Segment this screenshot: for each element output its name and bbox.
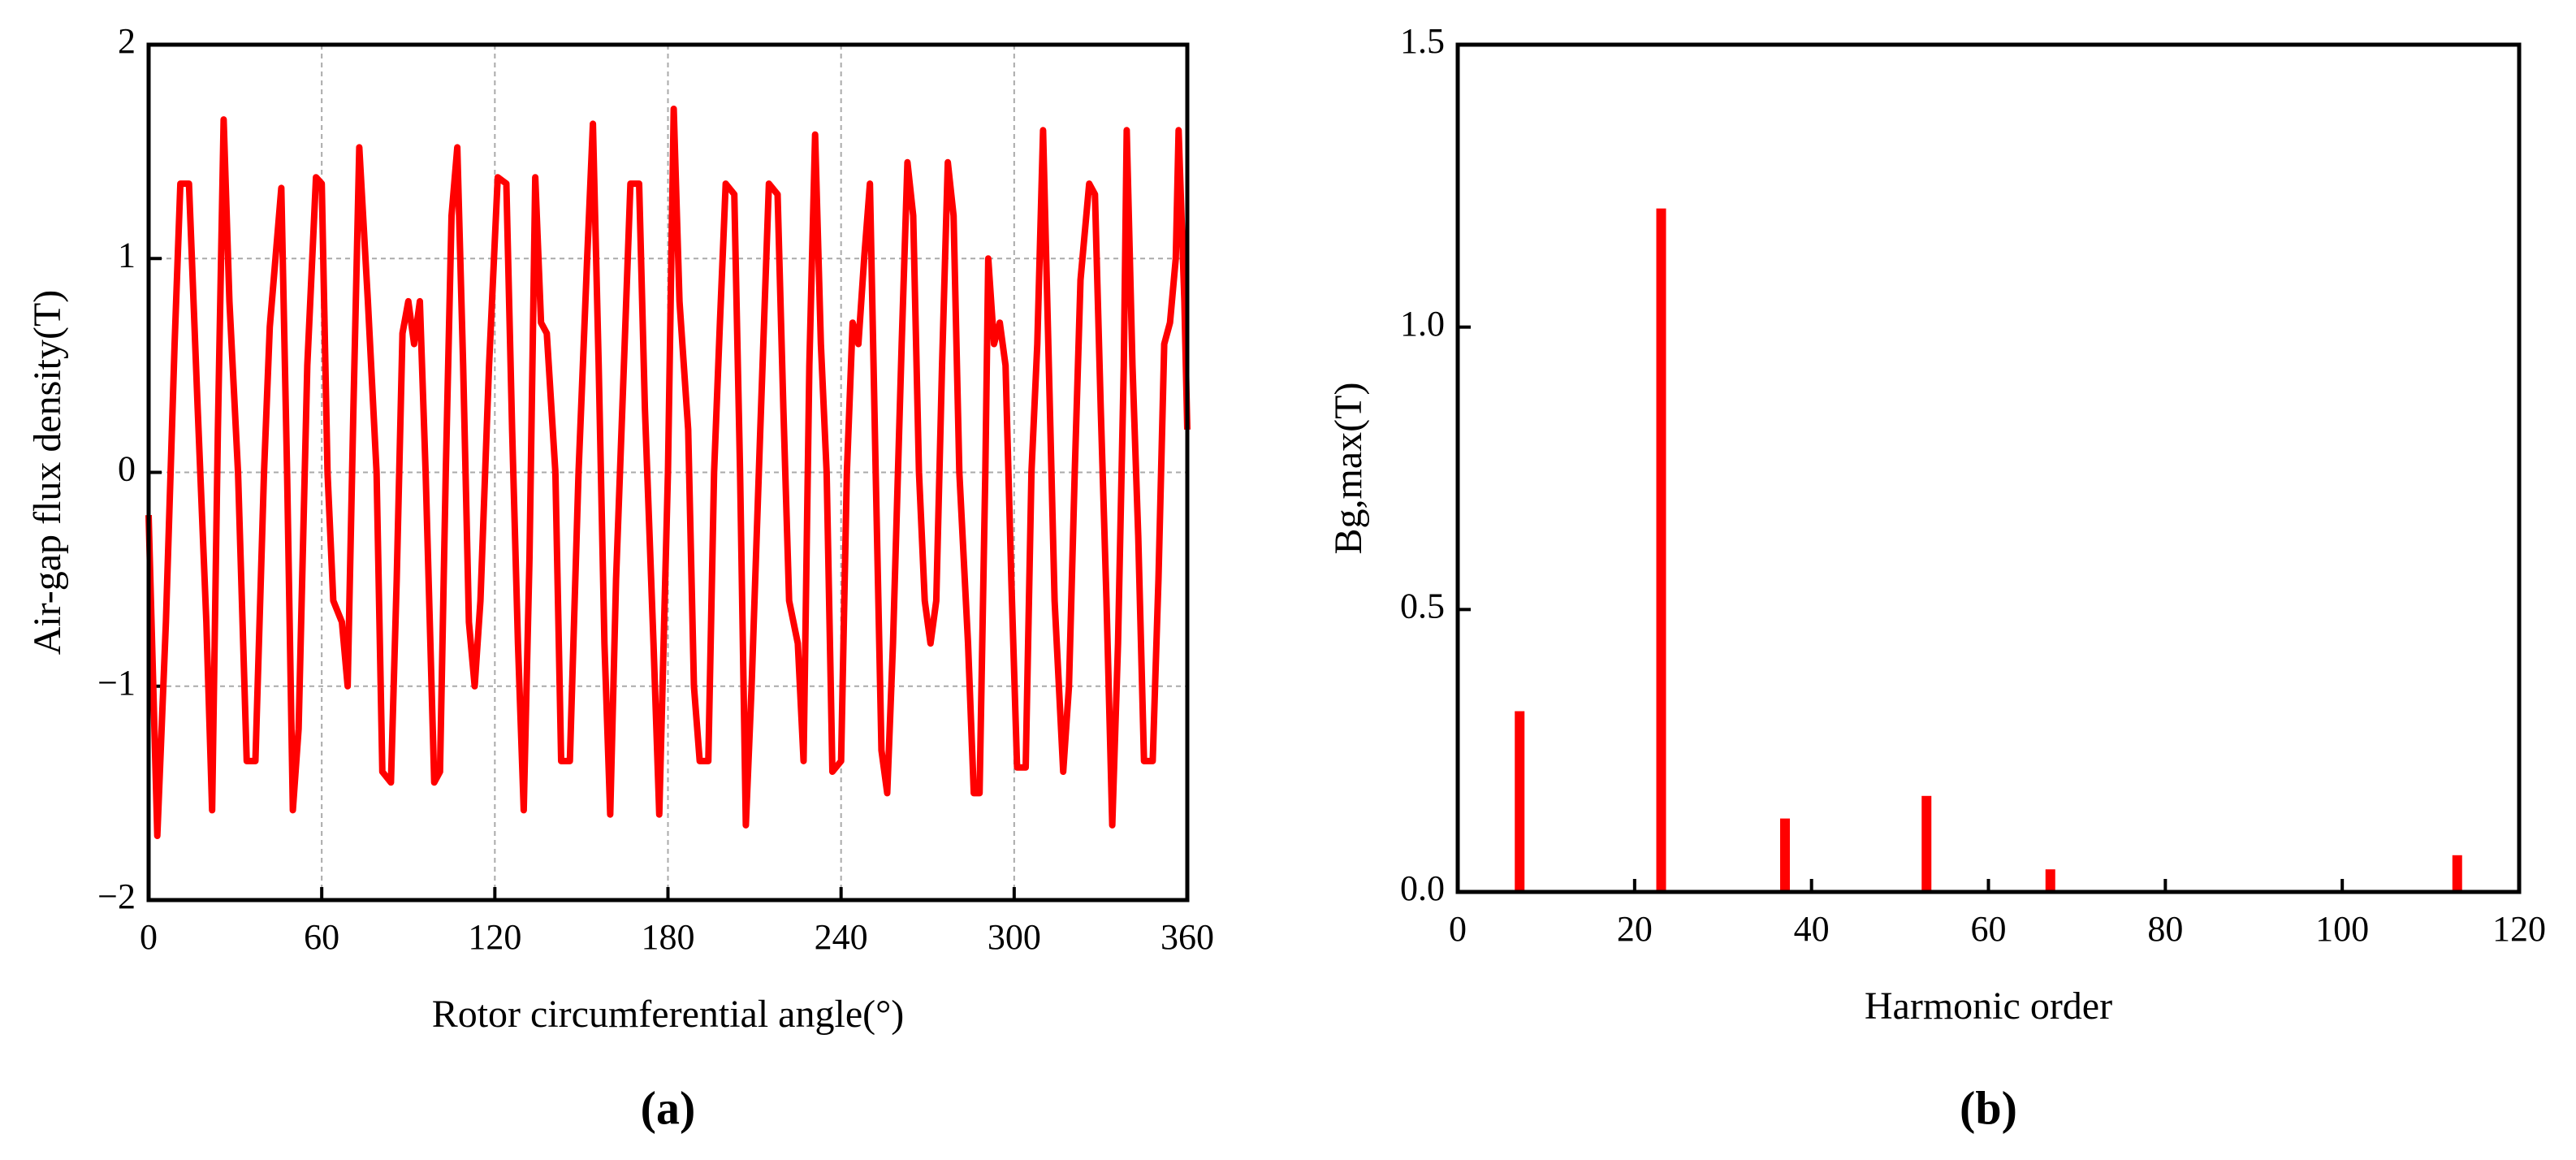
y-tick-label: 1.0	[1400, 304, 1445, 344]
bar	[2452, 855, 2462, 892]
x-tick-label: 20	[1617, 909, 1653, 949]
y-tick-label: −2	[97, 876, 136, 916]
x-tick-label: 180	[642, 917, 695, 957]
line	[145, 106, 1191, 839]
y-axis-title: Bg,max(T)	[1327, 383, 1370, 555]
x-tick-label: 360	[1160, 917, 1214, 957]
subfigure-label: (b)	[1960, 1081, 2017, 1134]
x-tick-label: 0	[140, 917, 158, 957]
x-tick-label: 40	[1794, 909, 1830, 949]
y-tick-label: 1.5	[1400, 21, 1445, 61]
x-tick-label: 60	[1971, 909, 2007, 949]
x-tick-label: 0	[1449, 909, 1467, 949]
y-tick-label: 0.5	[1400, 586, 1445, 625]
y-tick-label: 0.0	[1400, 868, 1445, 908]
y-tick-label: 0	[118, 449, 136, 489]
x-tick-label: 300	[988, 917, 1041, 957]
x-tick-label: 80	[2147, 909, 2183, 949]
x-tick-label: 60	[304, 917, 339, 957]
bar	[2045, 869, 2055, 892]
y-axis-title: Air-gap flux density(T)	[26, 290, 69, 656]
bar	[1515, 711, 1525, 892]
bar	[1921, 795, 1932, 892]
plot-frame	[146, 42, 1190, 902]
x-tick-label: 120	[468, 917, 521, 957]
bar	[1656, 208, 1666, 892]
bar	[1779, 818, 1790, 892]
x-tick-label: 120	[2492, 909, 2546, 949]
y-tick-label: 1	[118, 235, 136, 275]
x-tick-label: 100	[2315, 909, 2369, 949]
subfigure-label: (a)	[641, 1081, 696, 1134]
y-tick-label: −1	[97, 663, 136, 703]
x-tick-label: 240	[815, 917, 868, 957]
plot-frame	[1455, 42, 2522, 894]
x-axis-title: Rotor circumferential angle(°)	[432, 993, 905, 1036]
x-axis-title: Harmonic order	[1865, 985, 2112, 1028]
y-tick-label: 2	[118, 21, 136, 61]
